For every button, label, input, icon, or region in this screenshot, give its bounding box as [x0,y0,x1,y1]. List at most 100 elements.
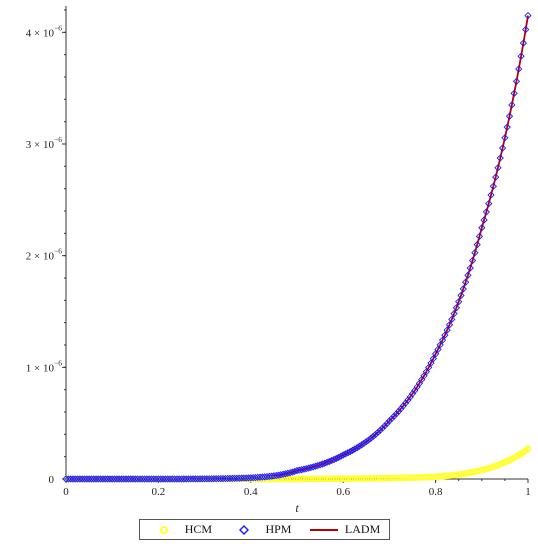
hpm-point [508,101,516,109]
hpm-point [360,439,368,447]
series-hcm [62,445,532,483]
hpm-point [353,444,361,452]
legend-item-hpm: HPM [229,522,291,537]
hpm-point [392,410,400,418]
hpm-point [478,224,486,232]
series-line-ladm [66,15,529,480]
legend-item-hcm: HCM [149,522,212,537]
legend-item-ladm: LADM [309,522,380,537]
hpm-point [351,445,359,453]
x-tick-label: 0.8 [429,486,443,498]
hpm-point [473,241,481,249]
hpm-point [395,407,403,415]
hpm-point [492,173,500,181]
x-tick-label: 0.4 [244,486,258,498]
hpm-point [332,454,340,463]
hpm-point [427,359,435,367]
hpm-point [498,144,507,152]
hpm-point [397,405,405,413]
hpm-point [401,399,410,407]
hpm-point [337,452,345,460]
hpm-point [519,39,528,47]
hpm-point [385,417,394,425]
hpm-point [468,256,477,265]
hpm-point [434,345,442,354]
hpm-point [459,285,467,293]
series-hpm [62,11,532,483]
hpm-point [461,278,470,286]
hpm-point [517,52,525,60]
y-tick-label: 4 × 10 [26,27,55,39]
legend-swatch-hpm [229,524,259,536]
hpm-point [475,232,484,240]
hpm-point [503,123,511,131]
hpm-point [496,154,504,162]
hpm-point [429,355,437,363]
hpm-point [378,424,387,432]
hpm-point [346,447,354,456]
hpm-point [364,436,373,444]
y-tick-label: 0 [49,474,55,486]
hpm-point [369,432,377,441]
legend: HCM HPM LADM [139,519,390,540]
x-tick-label: 0.2 [152,486,166,498]
y-tick-exponent: −6 [54,135,62,144]
hpm-point [487,191,495,199]
series-layer [62,11,532,483]
hpm-point [489,182,497,190]
hpm-point [482,208,491,216]
hpm-point [341,450,350,458]
legend-swatch-hcm [149,524,179,536]
y-tick-exponent: −6 [54,247,62,256]
hpm-point [348,446,357,454]
y-tick-label: 3 × 10 [26,139,55,151]
hpm-point [464,271,472,279]
axes: 0 0.2 0.4 0.6 0.8 101 × 10 −62 × 10 −63 × 10 −64… [26,6,531,498]
hpm-point [334,453,343,462]
hpm-point [480,216,488,224]
legend-swatch-ladm [309,524,339,536]
x-tick-label: 0 [63,486,69,498]
hpm-point [452,304,461,312]
hpm-point [510,89,518,97]
x-axis-label: t [295,501,299,515]
hpm-point [358,441,366,449]
y-tick-exponent: −6 [54,358,62,367]
hpm-point [522,25,530,34]
hpm-point [371,430,380,439]
hpm-point [388,415,396,423]
hpm-point [374,428,382,437]
hpm-point [362,438,370,446]
hpm-point [381,422,389,430]
legend-label-hpm: HPM [265,522,292,536]
y-tick-label: 2 × 10 [26,251,55,263]
hpm-point [494,164,502,172]
hpm-point [524,11,532,20]
hpm-point [448,315,456,323]
hpm-point [512,77,521,85]
y-tick-label: 1 × 10 [26,362,55,374]
hpm-point [455,298,463,306]
x-tick-label: 0.6 [336,486,350,498]
hpm-point [457,291,465,300]
hpm-point [501,134,509,142]
hpm-point [367,434,375,442]
hcm-point [524,445,532,453]
hpm-point [485,199,493,208]
hpm-point [471,249,479,257]
hpm-point [330,455,338,464]
hpm-point [466,264,474,272]
hpm-point [450,310,458,318]
hpm-point [355,442,364,450]
hpm-point [445,321,454,329]
hpm-point [441,331,449,339]
hpm-point [376,426,384,434]
hpm-point [438,336,447,344]
hpm-point [399,402,407,410]
hpm-point [425,363,433,372]
hpm-point [390,412,398,420]
hpm-point [344,449,352,457]
legend-label-hcm: HCM [184,522,213,536]
hpm-point [339,451,347,459]
